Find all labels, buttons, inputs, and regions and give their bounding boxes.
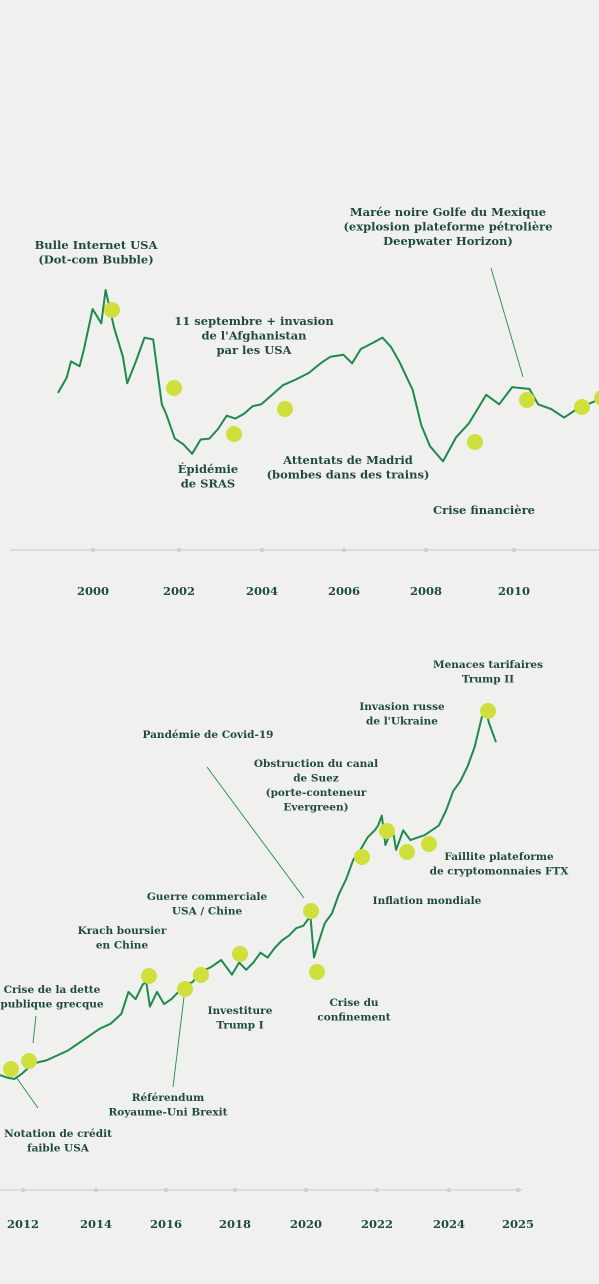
event-marker	[379, 823, 395, 839]
x-tick-dot	[232, 1187, 238, 1193]
event-label: 11 septembre + invasion de l'Afghanistan p…	[174, 314, 334, 357]
event-marker	[104, 302, 120, 318]
event-label: Pandémie de Covid-19	[143, 729, 274, 741]
event-marker	[399, 844, 415, 860]
event-marker	[309, 964, 325, 980]
event-label: Krach boursier en Chine	[78, 925, 167, 952]
event-label: Crise financière	[433, 503, 535, 517]
event-marker	[467, 434, 483, 450]
series-line-1	[57, 289, 599, 463]
x-tick-dot	[446, 1187, 452, 1193]
event-marker	[21, 1053, 37, 1069]
series-line-2	[0, 706, 497, 1080]
event-label: Menaces tarifaires Trump II	[433, 659, 543, 686]
event-marker	[3, 1061, 19, 1077]
x-tick-dot	[93, 1187, 99, 1193]
event-marker	[519, 392, 535, 408]
event-label: Crise de la dette publique grecque	[0, 984, 104, 1011]
event-marker	[141, 968, 157, 984]
event-marker	[232, 946, 248, 962]
x-tick-dot	[259, 547, 265, 553]
x-tick-dot	[90, 547, 96, 553]
x-tick-dot	[163, 1187, 169, 1193]
event-marker	[177, 981, 193, 997]
x-tick-dot	[20, 1187, 26, 1193]
x-tick-dot	[176, 547, 182, 553]
event-marker	[303, 903, 319, 919]
x-tick-dot	[341, 547, 347, 553]
leader-line	[206, 766, 305, 899]
leader-line	[490, 267, 524, 378]
x-tick-dot	[515, 1187, 521, 1193]
event-label: Bulle Internet USA (Dot-com Bubble)	[35, 238, 159, 267]
event-label: Épidémie de SRAS	[178, 462, 238, 491]
x-tick-dot	[303, 1187, 309, 1193]
event-label: Inflation mondiale	[373, 895, 482, 907]
leader-line	[32, 1015, 37, 1044]
x-tick-dot	[374, 1187, 380, 1193]
x-tick-label: 2008	[410, 584, 442, 598]
event-label: Marée noire Golfe du Mexique (explosion p…	[343, 205, 552, 248]
event-marker	[193, 967, 209, 983]
x-tick-label: 2012	[7, 1217, 39, 1231]
x-tick-label: 2000	[77, 584, 109, 598]
event-marker	[574, 399, 590, 415]
event-label: Invasion russe de l'Ukraine	[359, 701, 445, 728]
x-tick-dot	[511, 547, 517, 553]
x-tick-label: 2022	[361, 1217, 393, 1231]
event-marker	[277, 401, 293, 417]
x-tick-label: 2025	[502, 1217, 534, 1231]
event-label: Guerre commerciale USA / Chine	[147, 891, 268, 918]
event-label: Investiture Trump I	[208, 1005, 273, 1032]
leader-line	[15, 1076, 39, 1109]
event-marker	[421, 836, 437, 852]
x-tick-label: 2020	[290, 1217, 322, 1231]
x-tick-label: 2006	[328, 584, 360, 598]
x-tick-label: 2018	[219, 1217, 251, 1231]
event-marker	[354, 849, 370, 865]
event-marker	[226, 426, 242, 442]
x-tick-label: 2002	[163, 584, 195, 598]
event-label: Crise du confinement	[317, 997, 390, 1024]
x-tick-label: 2014	[80, 1217, 112, 1231]
leader-line	[172, 996, 185, 1088]
x-tick-label: 2010	[498, 584, 530, 598]
event-label: Référendum Royaume-Uni Brexit	[108, 1092, 227, 1119]
event-marker	[166, 380, 182, 396]
event-label: Obstruction du canal de Suez (porte-conten…	[254, 758, 378, 814]
event-marker	[480, 703, 496, 719]
x-tick-label: 2016	[150, 1217, 182, 1231]
event-label: Notation de crédit faible USA	[4, 1128, 112, 1155]
x-tick-label: 2004	[246, 584, 278, 598]
event-label: Faillite plateforme de cryptomonnaies FTX	[430, 851, 570, 878]
event-label: Attentats de Madrid (bombes dans des trai…	[267, 453, 430, 482]
x-tick-dot	[423, 547, 429, 553]
x-tick-label: 2024	[433, 1217, 465, 1231]
event-marker	[594, 390, 599, 406]
